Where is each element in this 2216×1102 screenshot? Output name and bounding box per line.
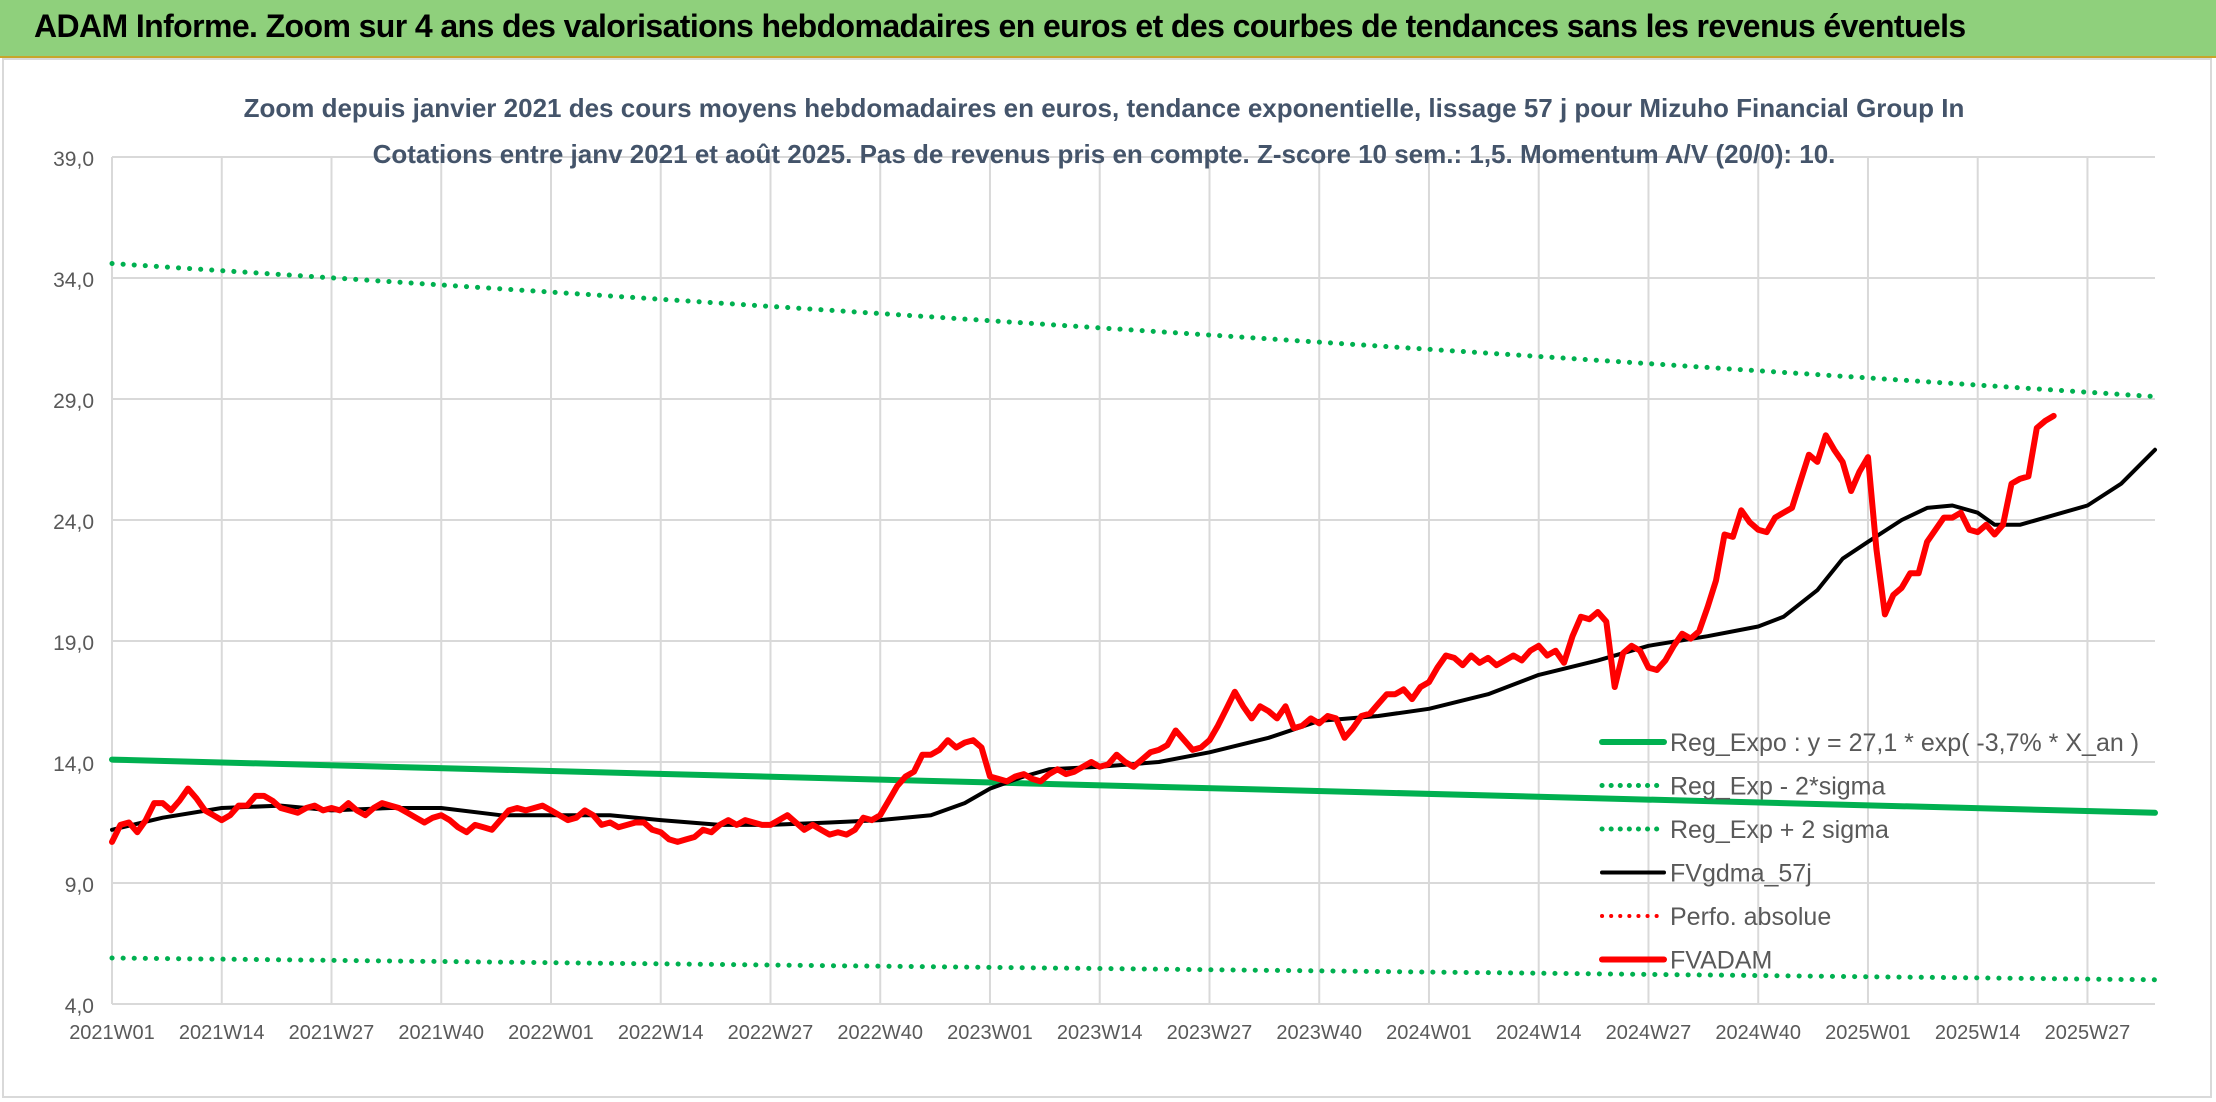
- x-tick-label: 2025W01: [1825, 1022, 1911, 1044]
- y-tick-label: 19,0: [53, 632, 94, 655]
- x-tick-label: 2025W14: [1935, 1022, 2021, 1044]
- legend-label: Perfo. absolue: [1670, 903, 1831, 931]
- x-tick-label: 2022W27: [728, 1022, 814, 1044]
- x-tick-label: 2024W01: [1386, 1022, 1472, 1044]
- series-line-3: [110, 447, 2157, 832]
- legend-label: FVgdma_57j: [1670, 860, 1812, 888]
- x-tick-label: 2025W27: [2045, 1022, 2131, 1044]
- y-tick-label: 39,0: [53, 148, 94, 171]
- y-tick-label: 29,0: [53, 390, 94, 413]
- legend: Reg_Expo : y = 27,1 * exp( -3,7% * X_an …: [1599, 729, 2139, 975]
- x-tick-label: 2022W14: [618, 1022, 704, 1044]
- legend-label: Reg_Exp - 2*sigma: [1670, 773, 1885, 801]
- x-tick-label: 2022W01: [508, 1022, 594, 1044]
- x-tick-label: 2022W40: [837, 1022, 923, 1044]
- series-lines: [109, 261, 2158, 983]
- y-tick-label: 24,0: [53, 511, 94, 534]
- y-tick-label: 9,0: [65, 874, 94, 897]
- x-tick-label: 2023W40: [1276, 1022, 1362, 1044]
- x-tick-label: 2021W40: [398, 1022, 484, 1044]
- legend-label: Reg_Exp + 2 sigma: [1670, 816, 1889, 844]
- report-title: ADAM Informe. Zoom sur 4 ans des valoris…: [34, 8, 1966, 44]
- report-banner: ADAM Informe. Zoom sur 4 ans des valoris…: [0, 0, 2216, 58]
- y-tick-label: 14,0: [53, 753, 94, 776]
- series-line-5: [109, 412, 2057, 845]
- x-tick-label: 2023W01: [947, 1022, 1033, 1044]
- x-tick-label: 2024W40: [1715, 1022, 1801, 1044]
- series-line-2: [109, 261, 2158, 400]
- chart-title-line2: Cotations entre janv 2021 et août 2025. …: [373, 139, 1836, 169]
- x-axis-ticks: 2021W01 2021W14 2021W27 2021W40 2022W01 2022W…: [69, 1022, 2130, 1044]
- legend-label: Reg_Expo : y = 27,1 * exp( -3,7% * X_an …: [1670, 729, 2139, 757]
- x-tick-label: 2024W14: [1496, 1022, 1582, 1044]
- chart-frame: [2, 58, 2212, 1098]
- y-axis-ticks: 4,0 9,0 14,0 19,0 24,0 29,0 34,0 39,0: [53, 148, 94, 1018]
- y-tick-label: 34,0: [53, 269, 94, 292]
- series-line-0: [109, 756, 2158, 816]
- grid: [111, 156, 2155, 1005]
- legend-label: FVADAM: [1670, 947, 1772, 975]
- x-tick-label: 2021W01: [69, 1022, 155, 1044]
- x-tick-label: 2023W14: [1057, 1022, 1143, 1044]
- x-tick-label: 2023W27: [1167, 1022, 1253, 1044]
- x-tick-label: 2021W14: [179, 1022, 265, 1044]
- y-tick-label: 4,0: [65, 995, 94, 1018]
- x-tick-label: 2021W27: [289, 1022, 375, 1044]
- x-tick-label: 2024W27: [1606, 1022, 1692, 1044]
- chart-title-line1: Zoom depuis janvier 2021 des cours moyen…: [244, 93, 1965, 123]
- series-line-1: [109, 955, 2158, 983]
